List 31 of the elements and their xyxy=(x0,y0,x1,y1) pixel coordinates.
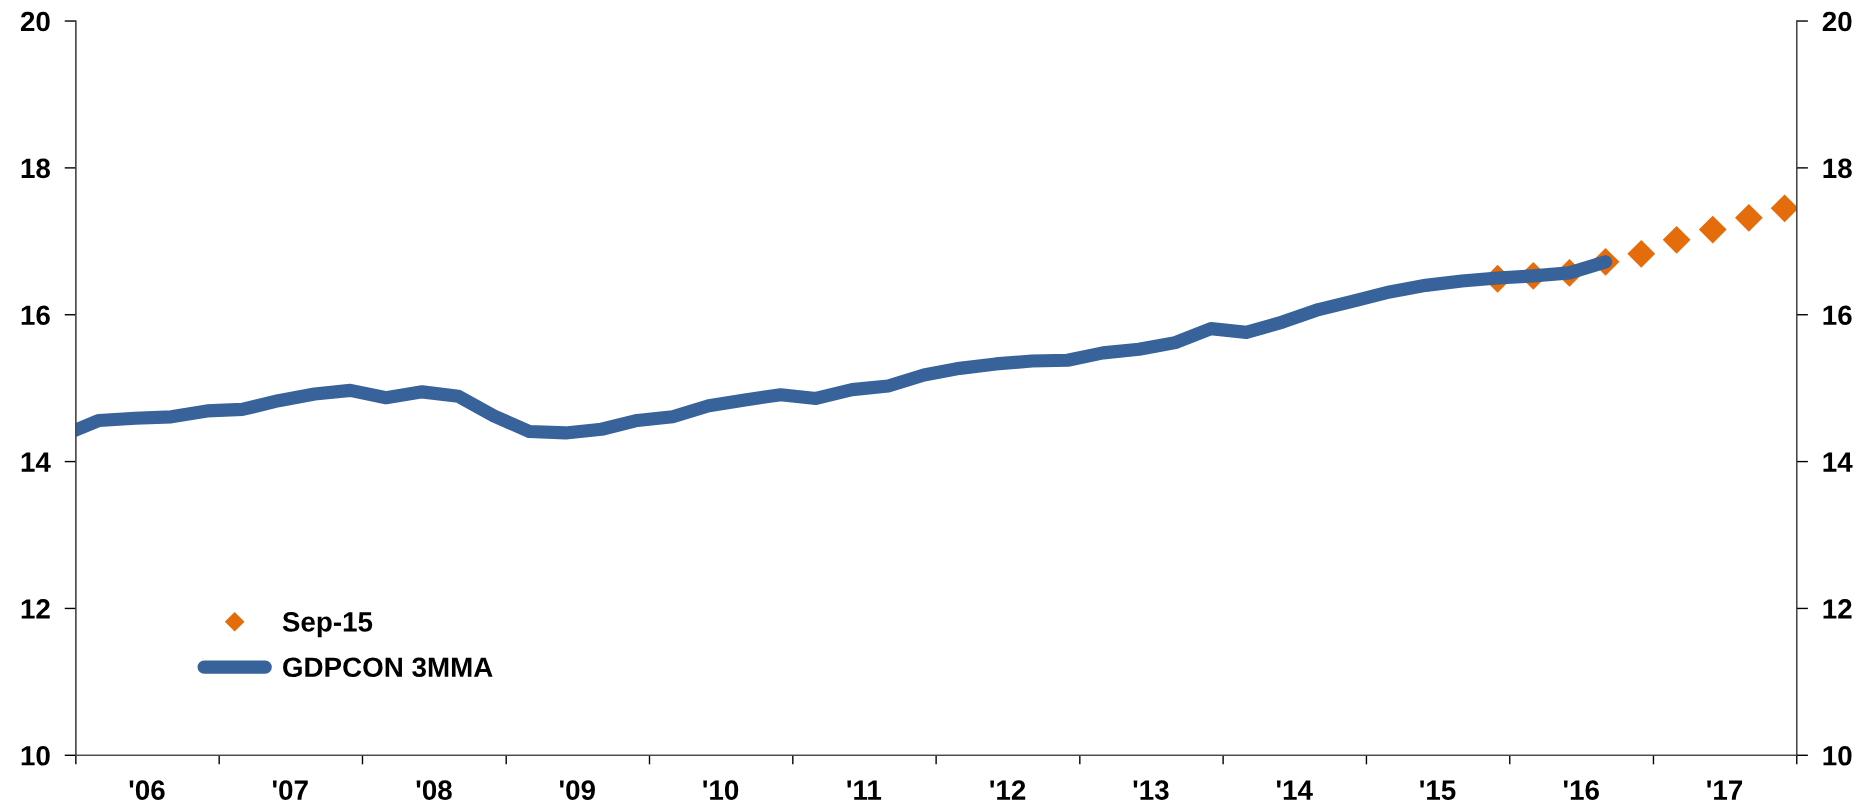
y2-tick-label: 12 xyxy=(1823,599,1852,619)
y2-tick-label: 16 xyxy=(1823,305,1852,326)
y2-tick-label: 10 xyxy=(1823,745,1852,766)
legend-label: GDPCON 3MMA xyxy=(283,657,493,678)
legend-label: Sep-15 xyxy=(282,612,373,638)
x-tick-label: '13 xyxy=(1133,780,1169,801)
x-tick-label: '07 xyxy=(272,780,308,800)
point xyxy=(1698,215,1727,244)
y-tick-label: 14 xyxy=(21,452,51,472)
point xyxy=(1770,194,1797,223)
y-tick-label: 16 xyxy=(21,305,50,326)
x-tick-label: '14 xyxy=(1276,780,1313,800)
point xyxy=(1627,239,1656,268)
y-tick-label: 12 xyxy=(21,599,50,619)
y-tick-label: 20 xyxy=(20,11,50,32)
y2-tick-label: 18 xyxy=(1823,158,1852,179)
y-tick-label: 18 xyxy=(21,158,51,179)
y2-tick-label: 20 xyxy=(1822,11,1852,32)
x-tick-label: '15 xyxy=(1420,780,1456,800)
y2-tick-label: 14 xyxy=(1823,452,1853,472)
x-tick-label: '06 xyxy=(129,780,165,800)
x-tick-label: '12 xyxy=(990,780,1026,800)
x-tick-label: '08 xyxy=(416,780,452,800)
point xyxy=(1734,203,1763,232)
x-tick-label: '16 xyxy=(1563,780,1599,800)
x-tick-label: '10 xyxy=(703,780,739,800)
x-tick-label: '09 xyxy=(559,780,595,800)
x-tick-label: '11 xyxy=(847,780,882,800)
point xyxy=(1662,225,1691,254)
y-tick-label: 10 xyxy=(21,745,50,766)
x-tick-label: '17 xyxy=(1707,780,1743,800)
